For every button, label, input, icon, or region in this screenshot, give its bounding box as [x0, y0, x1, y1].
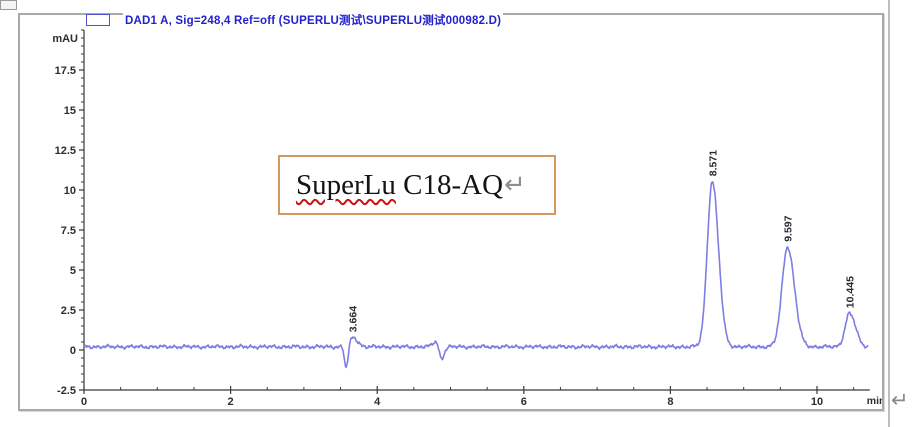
svg-text:0: 0: [70, 345, 76, 357]
svg-text:3.664: 3.664: [348, 306, 360, 332]
chromatogram-plot: -2.5 0 2.5 5 7.5 10 12.5 15 17.5 0 2 4 6 8 10 mAU min 3.6…: [52, 29, 882, 408]
annotation-rest: C18-AQ: [395, 168, 504, 201]
legend-label: DAD1 A, Sig=248,4 Ref=off (SUPERLU测试\SUP…: [123, 12, 504, 28]
svg-text:7.5: 7.5: [61, 225, 76, 237]
svg-text:-2.5: -2.5: [57, 385, 76, 397]
svg-text:12.5: 12.5: [55, 145, 76, 157]
svg-text:8.571: 8.571: [707, 150, 719, 176]
svg-text:10: 10: [64, 185, 76, 197]
paragraph-return-icon: ↵: [891, 388, 909, 412]
svg-text:min: min: [867, 395, 882, 407]
svg-text:5: 5: [70, 265, 76, 277]
page-margin-line: [888, 0, 890, 427]
legend-color-box: [86, 14, 110, 26]
svg-text:9.597: 9.597: [783, 215, 795, 241]
annotation-word: SuperLu: [296, 168, 396, 201]
chart-legend: DAD1 A, Sig=248,4 Ref=off (SUPERLU测试\SUP…: [86, 12, 504, 28]
svg-text:15: 15: [64, 105, 76, 117]
svg-text:4: 4: [374, 396, 381, 408]
chromatogram-frame: DAD1 A, Sig=248,4 Ref=off (SUPERLU测试\SUP…: [18, 12, 884, 411]
svg-text:0: 0: [81, 396, 87, 408]
svg-text:2.5: 2.5: [61, 305, 76, 317]
selection-handle: [0, 0, 17, 10]
line-break-icon: ↵: [504, 170, 526, 200]
svg-text:2: 2: [228, 396, 234, 408]
svg-text:10: 10: [811, 396, 823, 408]
annotation-box[interactable]: SuperLu C18-AQ ↵: [278, 155, 556, 215]
svg-text:6: 6: [521, 396, 527, 408]
svg-text:mAU: mAU: [52, 33, 78, 45]
svg-text:10.445: 10.445: [845, 276, 857, 308]
svg-text:17.5: 17.5: [55, 65, 76, 77]
svg-text:8: 8: [667, 396, 673, 408]
